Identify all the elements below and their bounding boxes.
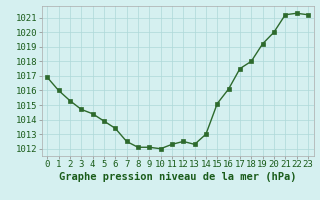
X-axis label: Graphe pression niveau de la mer (hPa): Graphe pression niveau de la mer (hPa) bbox=[59, 172, 296, 182]
